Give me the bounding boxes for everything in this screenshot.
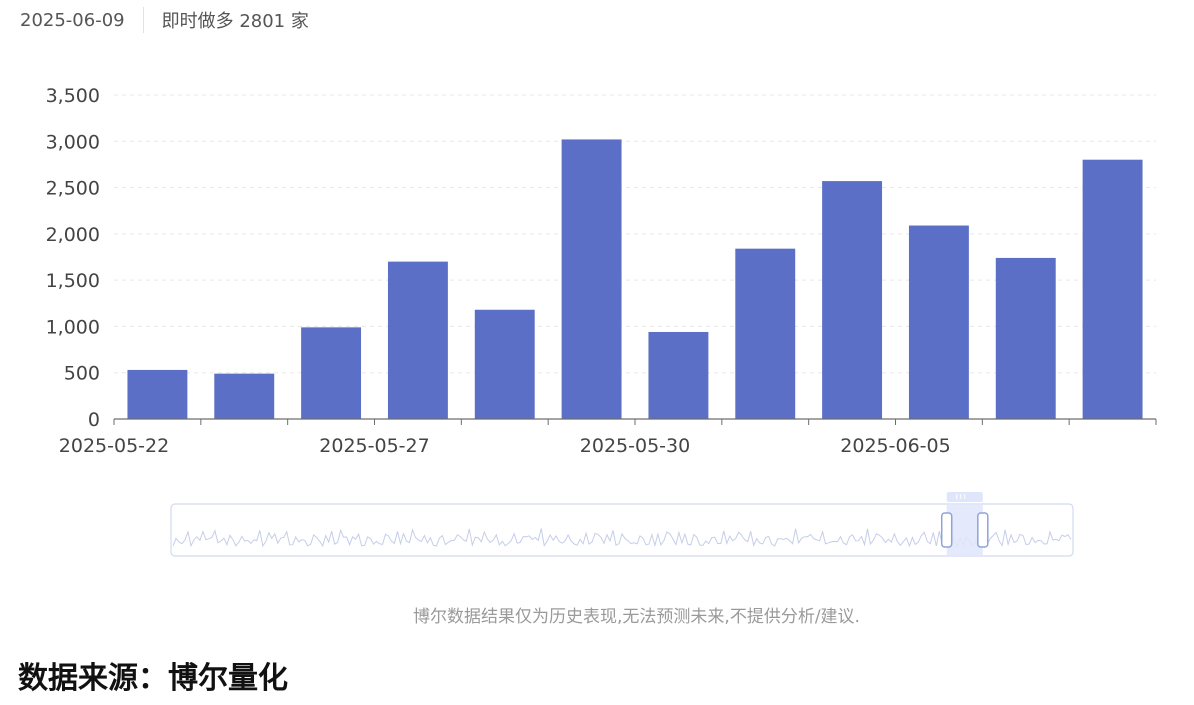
- data-zoom-sparkline: [172, 528, 1072, 548]
- y-tick-label: 3,000: [46, 131, 100, 153]
- y-tick-label: 500: [64, 363, 100, 385]
- data-zoom-track[interactable]: [170, 503, 1074, 557]
- x-tick-label: 2025-05-22: [59, 435, 169, 457]
- bar[interactable]: [474, 309, 535, 419]
- disclaimer-text: 博尔数据结果仅为历史表现,无法预测未来,不提供分析/建议.: [413, 607, 860, 627]
- x-tick-label: 2025-06-05: [840, 435, 950, 457]
- header-date: 2025-06-09: [20, 9, 125, 31]
- x-tick-label: 2025-05-27: [319, 435, 429, 457]
- bar[interactable]: [735, 248, 796, 419]
- y-tick-label: 1,500: [46, 270, 100, 292]
- x-tick-label: 2025-05-30: [580, 435, 690, 457]
- y-tick-label: 3,500: [46, 85, 100, 107]
- bar[interactable]: [822, 181, 883, 419]
- header-divider: [142, 7, 144, 33]
- bar[interactable]: [1082, 159, 1143, 419]
- bar[interactable]: [995, 257, 1056, 419]
- header-summary: 即时做多 2801 家: [161, 11, 309, 32]
- y-tick-label: 2,500: [46, 178, 100, 200]
- y-tick-label: 0: [88, 409, 100, 431]
- data-zoom-selection[interactable]: [946, 504, 983, 556]
- bar[interactable]: [561, 139, 622, 420]
- bar[interactable]: [908, 225, 969, 419]
- data-zoom-left-handle[interactable]: [940, 512, 953, 548]
- bar[interactable]: [214, 373, 275, 419]
- bar[interactable]: [387, 261, 448, 419]
- chart-header: 2025-06-09 即时做多 2801 家: [20, 6, 309, 34]
- data-zoom-right-handle[interactable]: [977, 512, 989, 548]
- y-tick-label: 2,000: [46, 224, 100, 246]
- bar[interactable]: [127, 369, 188, 419]
- y-tick-label: 1,000: [46, 316, 100, 338]
- data-source-title: 数据来源：博尔量化: [18, 661, 288, 696]
- bar[interactable]: [648, 331, 709, 419]
- bar-chart: 0 500 1,000 1,500 2,000 2,500 3,000 3,500 2025-0…: [46, 85, 1157, 557]
- bar[interactable]: [301, 327, 362, 419]
